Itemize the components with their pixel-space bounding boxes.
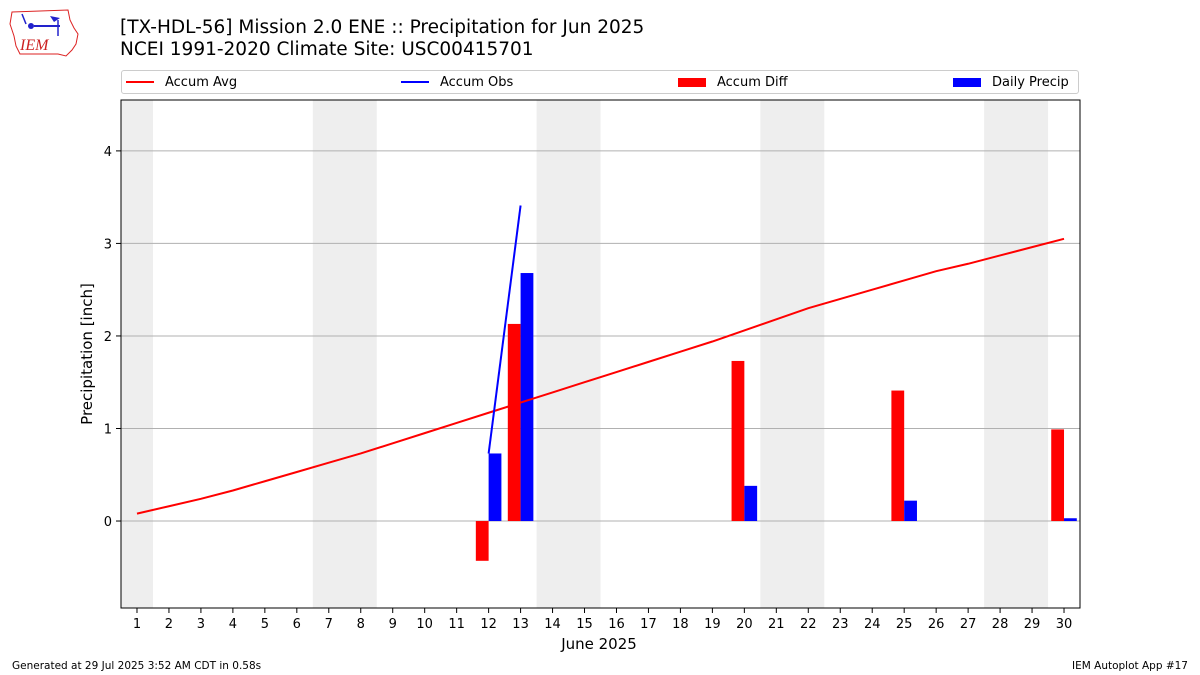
- accum-diff-bar: [731, 360, 745, 522]
- legend-swatch-daily-precip: [953, 77, 981, 87]
- x-tick-label: 10: [416, 617, 433, 632]
- weekend-band: [984, 100, 1049, 608]
- x-tick-label: 6: [293, 617, 301, 632]
- y-tick-label: 4: [104, 145, 112, 160]
- weekend-band: [312, 100, 377, 608]
- x-tick-label: 22: [800, 617, 817, 632]
- y-axis-label: Precipitation [inch]: [78, 283, 96, 425]
- x-tick-label: 13: [512, 617, 529, 632]
- weekend-band: [760, 100, 825, 608]
- x-tick-label: 18: [672, 617, 689, 632]
- plot-frame: [120, 99, 1081, 609]
- legend-item-accum-avg: Accum Avg: [126, 71, 237, 93]
- legend-label-accum-obs: Accum Obs: [440, 74, 514, 90]
- x-tick-label: 25: [896, 617, 913, 632]
- x-tick-label: 11: [448, 617, 465, 632]
- x-tick-label: 4: [229, 617, 237, 632]
- legend-item-accum-diff: Accum Diff: [678, 71, 788, 93]
- legend-swatch-accum-diff: [678, 77, 706, 87]
- accum-diff-bar: [1051, 429, 1065, 522]
- x-tick-label: 23: [832, 617, 849, 632]
- x-tick-label: 24: [864, 617, 881, 632]
- accum-diff-bar: [475, 521, 489, 561]
- accum-avg-line: [136, 237, 1065, 515]
- accum-obs-line: [487, 205, 522, 454]
- legend-label-daily-precip: Daily Precip: [992, 74, 1069, 90]
- daily-precip-bar: [520, 273, 534, 522]
- x-tick-label: 14: [544, 617, 561, 632]
- daily-precip-bar: [1064, 518, 1077, 522]
- x-tick-label: 20: [736, 617, 753, 632]
- legend-swatch-accum-obs: [401, 81, 429, 83]
- y-tick-label: 2: [104, 330, 112, 345]
- y-tick-label: 1: [104, 422, 112, 437]
- x-tick-label: 29: [1024, 617, 1041, 632]
- x-tick-label: 30: [1056, 617, 1073, 632]
- x-tick-label: 3: [197, 617, 205, 632]
- daily-precip-bar: [904, 500, 917, 522]
- x-tick-label: 26: [928, 617, 945, 632]
- y-tick-label: 0: [104, 515, 112, 530]
- x-tick-label: 5: [261, 617, 269, 632]
- x-tick-label: 8: [357, 617, 365, 632]
- y-tick-label: 3: [104, 237, 112, 252]
- x-tick-label: 1: [133, 617, 141, 632]
- daily-precip-bar: [744, 485, 758, 522]
- legend-item-daily-precip: Daily Precip: [953, 71, 1069, 93]
- x-tick-label: 21: [768, 617, 785, 632]
- x-tick-label: 2: [165, 617, 173, 632]
- x-tick-label: 16: [608, 617, 625, 632]
- iem-logo: IEM: [9, 9, 79, 57]
- x-tick-label: 15: [576, 617, 593, 632]
- app-credit: IEM Autoplot App #17: [1072, 660, 1188, 672]
- x-tick-label: 7: [325, 617, 333, 632]
- accum-diff-bar: [891, 390, 905, 522]
- weekend-band: [121, 100, 153, 608]
- accum-diff-bar: [507, 323, 521, 522]
- x-tick-label: 19: [704, 617, 721, 632]
- x-tick-label: 9: [389, 617, 397, 632]
- x-tick-label: 28: [992, 617, 1009, 632]
- x-tick-label: 17: [640, 617, 657, 632]
- chart-title: [TX-HDL-56] Mission 2.0 ENE :: Precipita…: [120, 17, 645, 38]
- legend-label-accum-diff: Accum Diff: [717, 74, 788, 90]
- x-tick-label: 27: [960, 617, 977, 632]
- legend: Accum Avg Accum Obs Accum Diff Daily Pre…: [121, 70, 1079, 94]
- x-axis-label: June 2025: [560, 635, 637, 653]
- legend-label-accum-avg: Accum Avg: [165, 74, 238, 90]
- legend-swatch-accum-avg: [126, 81, 154, 83]
- chart-subtitle: NCEI 1991-2020 Climate Site: USC00415701: [120, 39, 534, 60]
- x-tick-label: 12: [480, 617, 497, 632]
- legend-item-accum-obs: Accum Obs: [401, 71, 513, 93]
- daily-precip-bar: [488, 453, 502, 522]
- weekend-band: [536, 100, 601, 608]
- svg-text:IEM: IEM: [19, 37, 50, 54]
- generated-timestamp: Generated at 29 Jul 2025 3:52 AM CDT in …: [12, 660, 262, 672]
